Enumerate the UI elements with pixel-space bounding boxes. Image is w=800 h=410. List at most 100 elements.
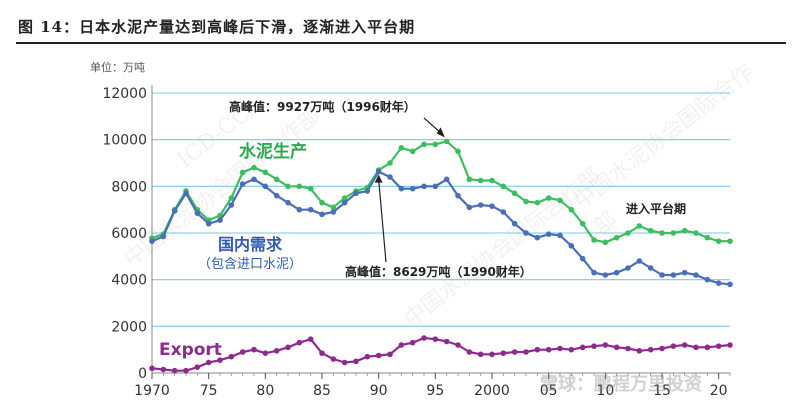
data-point-demand bbox=[670, 272, 677, 278]
data-point-production bbox=[421, 141, 427, 148]
y-tick-label: 12000 bbox=[102, 86, 147, 102]
data-point-demand bbox=[353, 190, 359, 197]
data-point-demand bbox=[273, 192, 280, 199]
data-point-export bbox=[625, 345, 631, 352]
data-point-production bbox=[455, 148, 461, 155]
data-point-demand bbox=[387, 174, 393, 180]
data-point-export bbox=[500, 350, 507, 356]
series-label-production: 水泥生产 bbox=[239, 141, 307, 162]
x-tick-label: 2000 bbox=[474, 383, 510, 399]
x-tick-label: 1970 bbox=[134, 383, 170, 399]
y-tick-label: 0 bbox=[138, 366, 147, 382]
data-point-demand bbox=[647, 265, 654, 271]
data-point-export bbox=[579, 344, 586, 351]
data-point-export bbox=[217, 357, 223, 363]
x-tick-label: 10 bbox=[596, 383, 614, 399]
series-line-export bbox=[151, 336, 731, 372]
data-point-export bbox=[149, 365, 155, 372]
data-point-export bbox=[273, 348, 280, 354]
data-point-demand bbox=[364, 188, 371, 194]
data-point-production bbox=[387, 160, 393, 166]
data-point-export bbox=[455, 342, 461, 348]
data-point-export bbox=[511, 349, 518, 355]
data-point-production bbox=[602, 239, 609, 246]
data-point-demand bbox=[466, 204, 473, 211]
data-point-production bbox=[636, 223, 643, 229]
data-point-export bbox=[239, 349, 246, 355]
data-point-demand bbox=[613, 269, 620, 276]
data-point-demand bbox=[534, 234, 541, 241]
data-point-export bbox=[421, 335, 427, 341]
data-point-production bbox=[319, 199, 325, 206]
data-point-production bbox=[523, 198, 529, 205]
data-point-demand bbox=[432, 183, 439, 190]
data-point-production bbox=[251, 164, 257, 171]
annotation-arrow-1990 bbox=[378, 179, 387, 263]
data-point-production bbox=[579, 220, 586, 227]
data-point-demand bbox=[625, 265, 631, 271]
data-point-export bbox=[160, 366, 167, 373]
data-point-export bbox=[375, 352, 382, 359]
data-point-production bbox=[704, 234, 711, 241]
data-point-production bbox=[477, 177, 484, 184]
data-point-export bbox=[409, 339, 416, 346]
data-point-demand bbox=[715, 280, 722, 286]
data-point-production bbox=[727, 238, 733, 244]
data-point-export bbox=[432, 336, 439, 342]
data-point-export bbox=[636, 348, 643, 354]
data-point-demand bbox=[477, 202, 484, 208]
data-point-demand bbox=[704, 276, 711, 283]
data-point-export bbox=[557, 345, 563, 352]
data-point-production bbox=[432, 141, 439, 148]
data-point-export bbox=[183, 367, 189, 374]
series-label-demand-sub: （包含进口水泥） bbox=[198, 256, 302, 272]
x-tick-label: 20 bbox=[710, 383, 728, 399]
y-tick-label: 6000 bbox=[111, 226, 147, 242]
data-point-demand bbox=[455, 192, 461, 199]
x-tick-label: 15 bbox=[653, 383, 671, 399]
data-point-production bbox=[443, 138, 450, 145]
data-point-demand bbox=[579, 255, 586, 262]
data-point-export bbox=[330, 356, 337, 362]
data-point-demand bbox=[262, 183, 269, 190]
data-point-demand bbox=[511, 220, 518, 227]
data-point-export bbox=[262, 350, 269, 356]
figure-header: 图 14：日本水泥产量达到高峰后下滑，逐渐进入平台期 bbox=[16, 6, 786, 44]
data-point-demand bbox=[319, 211, 325, 218]
data-point-demand bbox=[557, 232, 563, 239]
data-point-production bbox=[273, 176, 280, 183]
y-tick-label: 4000 bbox=[111, 273, 147, 289]
data-point-demand bbox=[341, 199, 348, 206]
data-point-export bbox=[296, 339, 303, 346]
data-point-demand bbox=[239, 181, 246, 187]
data-point-demand bbox=[285, 199, 291, 206]
data-point-production bbox=[534, 199, 541, 206]
data-point-production bbox=[307, 185, 314, 192]
y-tick-label: 2000 bbox=[111, 319, 147, 335]
data-point-production bbox=[625, 230, 631, 236]
data-point-demand bbox=[398, 185, 405, 192]
data-point-production bbox=[511, 190, 518, 197]
x-tick-label: 85 bbox=[313, 383, 331, 399]
data-point-production bbox=[489, 177, 495, 184]
data-point-export bbox=[534, 346, 541, 353]
x-tick-label: 90 bbox=[370, 383, 388, 399]
data-point-demand bbox=[228, 202, 235, 208]
annotation-arrowhead-1990 bbox=[374, 174, 383, 183]
data-point-export bbox=[341, 359, 348, 366]
series-line-production bbox=[151, 140, 730, 244]
data-point-export bbox=[251, 346, 257, 353]
data-point-demand bbox=[681, 269, 688, 276]
data-point-demand bbox=[443, 176, 450, 183]
figure-title: 图 14：日本水泥产量达到高峰后下滑，逐渐进入平台期 bbox=[18, 18, 416, 36]
data-point-export bbox=[489, 351, 495, 358]
data-point-export bbox=[398, 342, 405, 348]
data-point-production bbox=[285, 183, 291, 190]
data-point-export bbox=[602, 342, 609, 348]
data-point-production bbox=[500, 183, 507, 190]
gridlines bbox=[152, 92, 730, 327]
data-point-production bbox=[715, 238, 722, 244]
data-point-production bbox=[670, 230, 677, 236]
data-point-demand bbox=[307, 206, 314, 213]
